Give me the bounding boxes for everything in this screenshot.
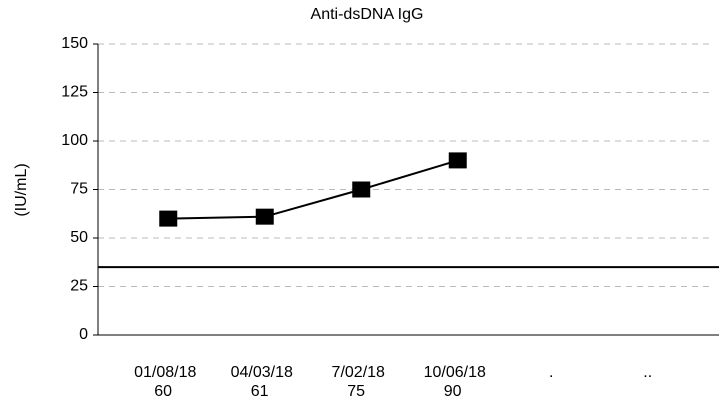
value-label: 90 — [444, 383, 462, 400]
data-point — [255, 208, 274, 225]
data-point — [448, 152, 467, 169]
y-tick-label: 25 — [70, 278, 88, 295]
x-tick-label: .. — [643, 364, 652, 381]
y-tick-label: 125 — [61, 84, 88, 101]
x-tick-label: 01/08/18 — [134, 364, 196, 381]
data-point — [159, 210, 178, 227]
value-label: 75 — [347, 383, 365, 400]
y-tick-label: 100 — [61, 132, 88, 149]
y-axis-label: (IU/mL) — [13, 163, 30, 216]
x-tick-label: 04/03/18 — [231, 364, 293, 381]
y-tick-label: 0 — [79, 326, 88, 343]
x-tick-label: 10/06/18 — [424, 364, 486, 381]
x-tick-label: . — [549, 364, 553, 381]
data-line — [168, 159, 459, 220]
x-tick-label: 7/02/18 — [332, 364, 385, 381]
value-label: 61 — [251, 383, 269, 400]
value-label: 60 — [154, 383, 172, 400]
y-tick-label: 50 — [70, 229, 88, 246]
chart-title: Anti-dsDNA IgG — [311, 6, 424, 23]
y-tick-label: 75 — [70, 181, 88, 198]
data-point — [352, 181, 371, 198]
y-tick-label: 150 — [61, 35, 88, 52]
